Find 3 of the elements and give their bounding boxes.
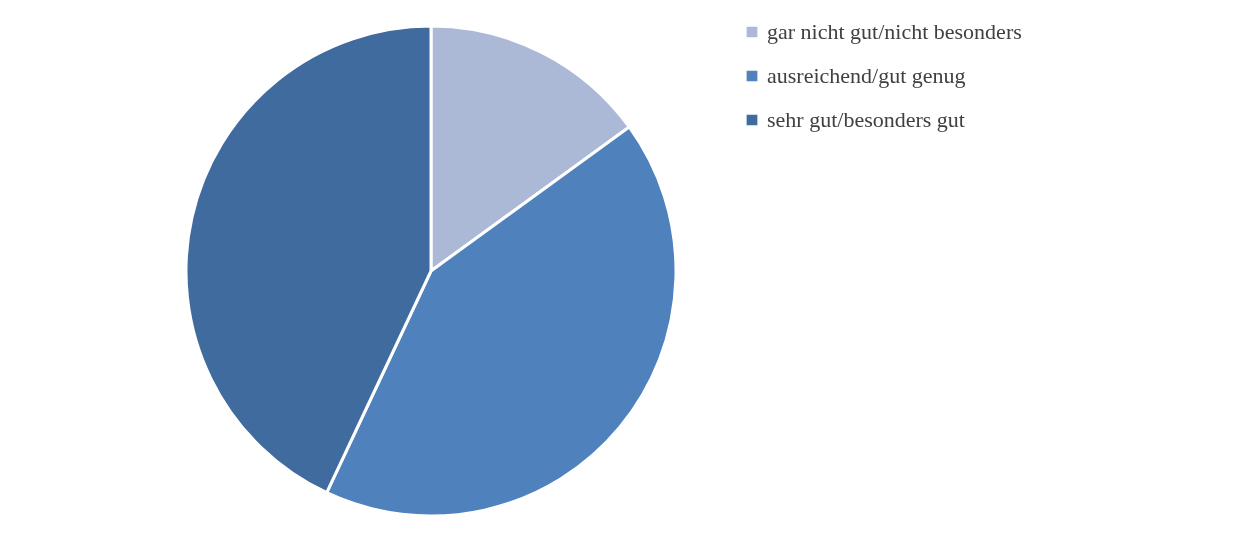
legend-label: gar nicht gut/nicht besonders xyxy=(767,19,1022,44)
legend-label: ausreichend/gut genug xyxy=(767,63,966,88)
legend-label: sehr gut/besonders gut xyxy=(767,107,965,132)
